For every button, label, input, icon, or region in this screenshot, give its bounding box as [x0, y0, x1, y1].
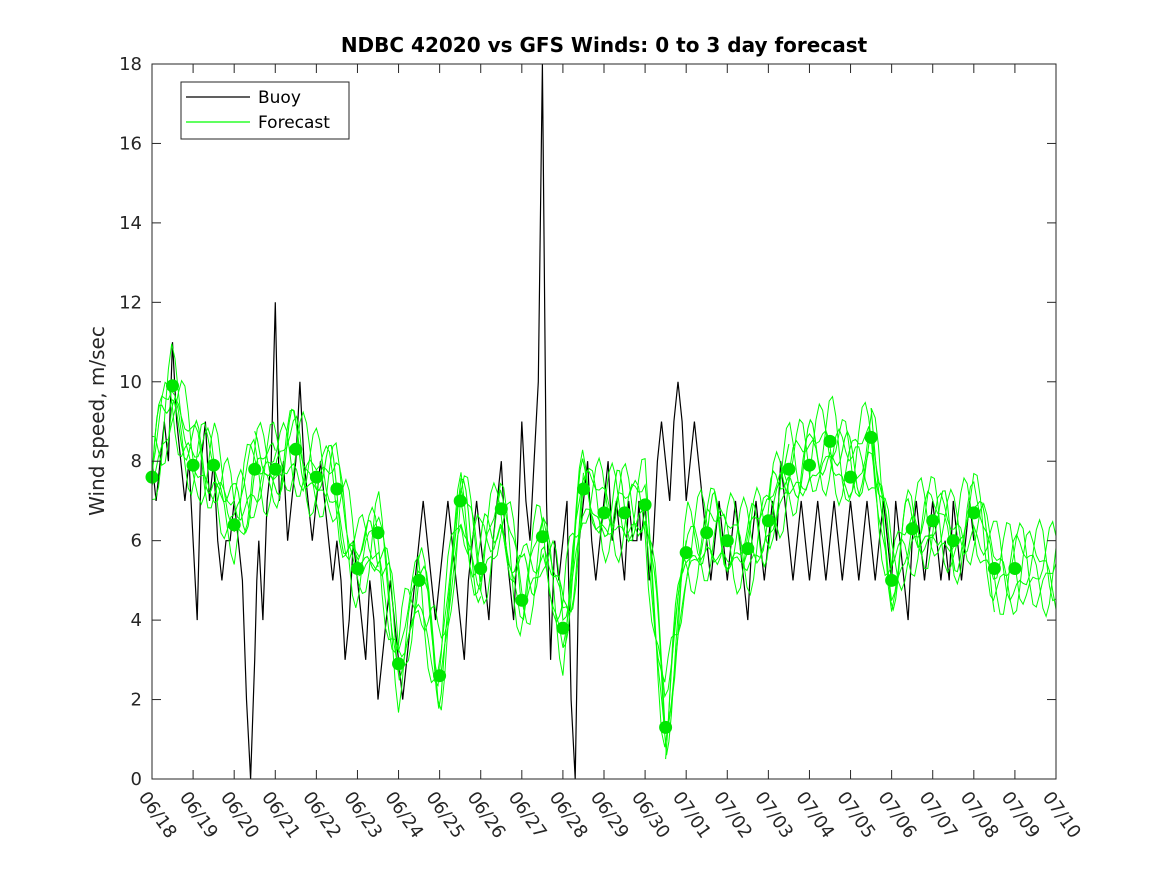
y-tick-label: 2: [131, 690, 142, 711]
chart-title: NDBC 42020 vs GFS Winds: 0 to 3 day fore…: [341, 33, 868, 57]
forecast-analysis-point: [248, 462, 262, 476]
y-tick-label: 10: [119, 372, 142, 393]
legend-forecast-label: Forecast: [258, 113, 330, 133]
y-tick-label: 6: [131, 531, 142, 552]
forecast-analysis-point: [515, 593, 529, 607]
forecast-analysis-point: [700, 526, 714, 540]
forecast-analysis-point: [741, 542, 755, 556]
forecast-analysis-point: [761, 514, 775, 528]
forecast-analysis-point: [597, 506, 611, 520]
forecast-analysis-point: [494, 502, 508, 516]
forecast-analysis-point: [946, 534, 960, 548]
forecast-analysis-point: [289, 442, 303, 456]
forecast-analysis-point: [577, 482, 590, 496]
forecast-analysis-point: [268, 462, 282, 476]
forecast-run-line: [665, 443, 790, 760]
forecast-analysis-point: [309, 470, 323, 484]
forecast-analysis-point: [618, 506, 631, 520]
forecast-analysis-point: [453, 494, 467, 508]
forecast-analysis-point: [433, 669, 447, 683]
forecast-analysis-point: [885, 573, 899, 587]
forecast-analysis-point: [659, 720, 673, 734]
forecast-analysis-point: [864, 430, 878, 444]
forecast-analysis-point: [720, 534, 734, 548]
forecast-analysis-point: [166, 379, 179, 393]
forecast-analysis-point: [392, 657, 405, 671]
forecast-analysis-point: [823, 434, 837, 448]
legend: Buoy Forecast: [180, 81, 350, 140]
forecast-analysis-point: [535, 530, 549, 544]
forecast-analysis-point: [638, 498, 652, 512]
y-tick-label: 0: [131, 769, 142, 790]
forecast-analysis-point: [987, 562, 1001, 575]
y-axis-label: Wind speed, m/sec: [85, 326, 109, 516]
forecast-analysis-point: [905, 522, 919, 536]
forecast-ensemble-line: [151, 381, 1057, 748]
forecast-ensemble-line: [151, 379, 1057, 687]
y-tick-label: 18: [119, 54, 142, 75]
forecast-analysis-point: [474, 562, 488, 575]
y-tick-label: 16: [119, 133, 142, 154]
forecast-analysis-point: [1008, 562, 1022, 575]
buoy-series-line: [151, 63, 975, 780]
forecast-analysis-point: [844, 470, 857, 484]
legend-buoy-label: Buoy: [258, 88, 301, 108]
y-tick-label: 12: [119, 292, 142, 313]
forecast-analysis-point: [967, 506, 981, 520]
forecast-run-line: [254, 408, 379, 568]
forecast-analysis-point: [186, 458, 200, 472]
forecast-analysis-point: [782, 462, 796, 476]
y-tick-label: 4: [131, 610, 142, 631]
y-tick-label: 8: [131, 451, 142, 472]
forecast-analysis-point: [556, 621, 570, 635]
forecast-analysis-point: [679, 546, 693, 560]
legend-box: [180, 81, 350, 140]
forecast-ensemble-line: [151, 396, 1057, 699]
forecast-analysis-point: [351, 562, 364, 575]
forecast-analysis-point: [207, 458, 221, 472]
forecast-analysis-point: [926, 514, 940, 528]
y-tick-label: 14: [119, 213, 142, 234]
forecast-analysis-point: [330, 482, 344, 496]
forecast-analysis-point: [371, 526, 385, 540]
forecast-analysis-point: [412, 573, 426, 587]
forecast-analysis-point: [803, 458, 816, 472]
forecast-analysis-point: [227, 518, 241, 532]
forecast-run-line: [459, 472, 585, 613]
